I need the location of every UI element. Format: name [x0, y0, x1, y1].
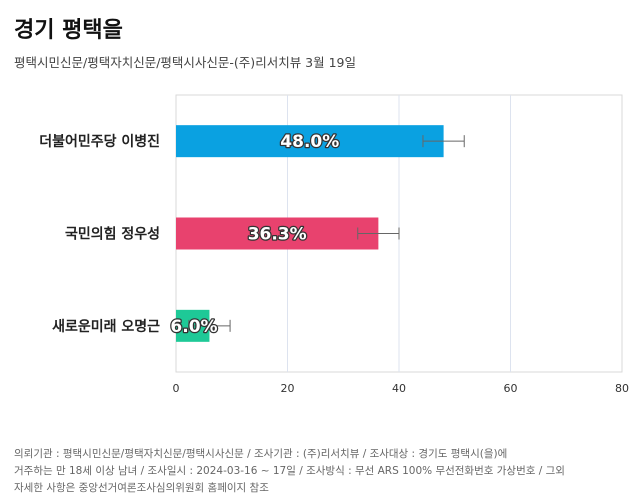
- bar-chart: 48.0% 36.3% 6.0% 0 20 40 60 80 더불어민주당 이병진국민의힘 …: [39, 94, 630, 395]
- page-title: 경기 평택을: [14, 18, 123, 43]
- bar-value-label: 48.0%: [280, 132, 339, 152]
- category-label: 새로운미래 오명근: [52, 318, 160, 335]
- footnote-line-1: 의뢰기관 : 평택시민신문/평택자치신문/평택시사신문 / 조사기관 : (주)…: [14, 448, 508, 460]
- x-tick-label: 0: [173, 382, 180, 395]
- x-tick-label: 40: [392, 382, 406, 395]
- chart-bars: 48.0% 36.3% 6.0%: [169, 125, 465, 342]
- bar-value-label: 36.3%: [248, 225, 307, 245]
- footnote-line-3: 자세한 사항은 중앙선거여론조사심의위원회 홈페이지 참조: [14, 482, 269, 494]
- x-tick-label: 20: [281, 382, 295, 395]
- footnote-line-2: 거주하는 만 18세 이상 남녀 / 조사일시 : 2024-03-16 ~ 1…: [14, 465, 565, 477]
- x-tick-label: 60: [504, 382, 518, 395]
- bar: [176, 125, 444, 158]
- x-tick-label: 80: [615, 382, 629, 395]
- category-label: 국민의힘 정우성: [65, 226, 160, 243]
- bar-value-label: 6.0%: [170, 317, 217, 337]
- chart-x-ticks: 0 20 40 60 80: [173, 382, 630, 395]
- category-label: 더불어민주당 이병진: [39, 133, 160, 150]
- page-subtitle: 평택시민신문/평택자치신문/평택시사신문-(주)리서치뷰 3월 19일: [14, 55, 356, 70]
- footnote: 의뢰기관 : 평택시민신문/평택자치신문/평택시사신문 / 조사기관 : (주)…: [14, 446, 634, 497]
- bar: [176, 217, 379, 250]
